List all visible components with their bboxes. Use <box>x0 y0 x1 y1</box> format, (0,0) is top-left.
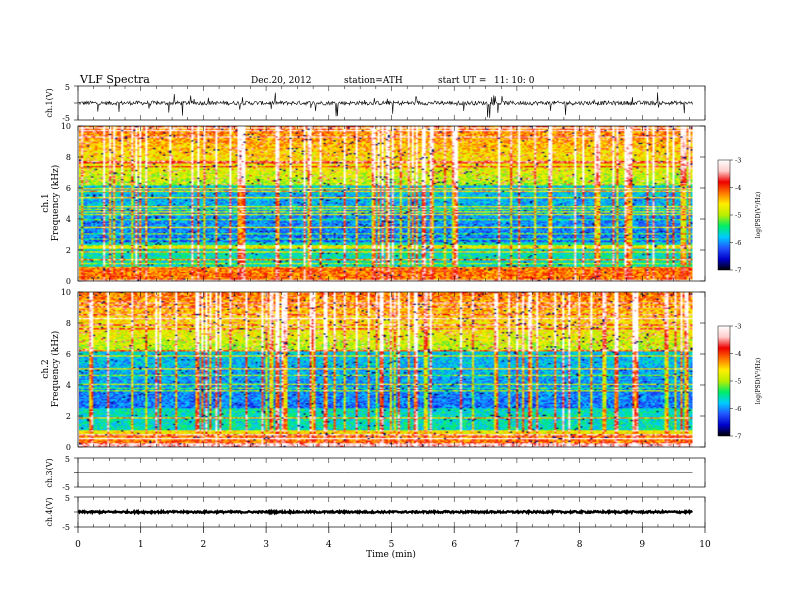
ch2-frequency-ticks: 0 2 4 6 8 10 <box>61 288 705 452</box>
freq-tick-label: 2 <box>66 246 71 255</box>
station-label: station=ATH <box>344 76 403 86</box>
x-tick-label: 8 <box>577 540 583 550</box>
ch2-colorbar-gradient <box>717 325 731 437</box>
ch2-colorbar-label: log(PSD(V²/Hz) <box>755 358 762 405</box>
start-ut-label: start UT = <box>438 76 486 86</box>
ch4-ytick-top: 5 <box>65 494 70 503</box>
ch1-ytick-top: 5 <box>65 83 70 92</box>
ch2-spec-channel: ch.2 <box>41 359 51 378</box>
x-tick-label: 10 <box>699 540 711 550</box>
freq-tick-label: 2 <box>66 412 71 421</box>
colorbar-tick-label: -4 <box>735 184 741 192</box>
x-tick-label: 5 <box>389 540 395 550</box>
x-tick-label: 3 <box>263 540 269 550</box>
x-tick-label: 9 <box>639 540 645 550</box>
ch1-colorbar-label: log(PSD(V²/Hz) <box>755 192 762 239</box>
ch1-ylabel: ch.1(V) <box>45 88 54 117</box>
ch1-spectrogram-panel: 0 2 4 6 8 10 Frequency (kHz) ch.1 <box>41 122 706 286</box>
freq-tick-label: 4 <box>66 381 71 390</box>
freq-tick-label: 6 <box>66 184 71 193</box>
colorbar-tick-label: -7 <box>735 267 741 275</box>
colorbar-tick-label: -5 <box>735 212 741 220</box>
ch4-waveform-panel: 5 -5 ch.4(V) <box>45 494 706 532</box>
colorbar-tick-label: -6 <box>735 239 741 247</box>
ch1-frequency-ticks: 0 2 4 6 8 10 <box>61 122 705 286</box>
ch1-ytick-bottom: -5 <box>62 114 70 123</box>
ch3-ytick-bottom: -5 <box>62 483 70 492</box>
ch4-ytick-bottom: -5 <box>62 523 70 532</box>
x-tick-label: 4 <box>326 540 332 550</box>
ch4-waveform-trace <box>77 508 693 516</box>
x-tick-label: 2 <box>201 540 207 550</box>
ch3-ytick-top: 5 <box>65 455 70 464</box>
ch1-colorbar: -3 -4 -5 -6 -7 log(PSD(V²/Hz) <box>717 157 762 275</box>
time-axis-label: Time (min) <box>366 549 416 560</box>
freq-tick-label: 10 <box>61 122 71 131</box>
date-label: Dec.20, 2012 <box>251 76 312 86</box>
time-axis-ticks: 0 1 2 3 4 5 6 7 8 9 10 <box>75 86 711 550</box>
ch1-spectrogram-image <box>79 126 693 281</box>
ch2-spectrogram-image <box>79 292 693 447</box>
freq-tick-label: 6 <box>66 350 71 359</box>
ch1-spec-channel: ch.1 <box>41 193 51 212</box>
ch2-spec-ylabel: Frequency (kHz) <box>50 331 61 408</box>
x-tick-label: 1 <box>138 540 144 550</box>
x-tick-label: 0 <box>75 540 81 550</box>
ch2-colorbar-ticks: -3 -4 -5 -6 -7 <box>730 323 741 441</box>
ch2-spectrogram-panel: 0 2 4 6 8 10 Frequency (kHz) ch.2 <box>41 288 706 452</box>
colorbar-tick-label: -3 <box>735 157 741 165</box>
ch4-ylabel: ch.4(V) <box>45 497 54 526</box>
colorbar-tick-label: -3 <box>735 323 741 331</box>
ch1-waveform-trace <box>77 92 693 118</box>
ch2-colorbar: -3 -4 -5 -6 -7 log(PSD(V²/Hz) <box>717 323 762 441</box>
freq-tick-label: 4 <box>66 215 71 224</box>
figure-title: VLF Spectra <box>79 73 150 86</box>
colorbar-tick-label: -5 <box>735 378 741 386</box>
ch1-colorbar-gradient <box>717 159 731 271</box>
x-tick-label: 6 <box>451 540 457 550</box>
ch1-colorbar-ticks: -3 -4 -5 -6 -7 <box>730 157 741 275</box>
ch3-waveform-panel: 5 -5 ch.3(V) <box>45 455 706 492</box>
freq-tick-label: 0 <box>66 443 71 452</box>
colorbar-tick-label: -6 <box>735 405 741 413</box>
start-time-value: 11: 10: 0 <box>494 76 535 86</box>
freq-tick-label: 0 <box>66 277 71 286</box>
freq-tick-label: 10 <box>61 288 71 297</box>
ch1-waveform-panel: 5 -5 ch.1(V) <box>45 83 706 123</box>
colorbar-tick-label: -7 <box>735 433 741 441</box>
ch1-spec-ylabel: Frequency (kHz) <box>50 165 61 242</box>
freq-tick-label: 8 <box>66 153 71 162</box>
ch3-ylabel: ch.3(V) <box>45 458 54 487</box>
x-tick-label: 7 <box>514 540 520 550</box>
colorbar-tick-label: -4 <box>735 350 741 358</box>
freq-tick-label: 8 <box>66 319 71 328</box>
